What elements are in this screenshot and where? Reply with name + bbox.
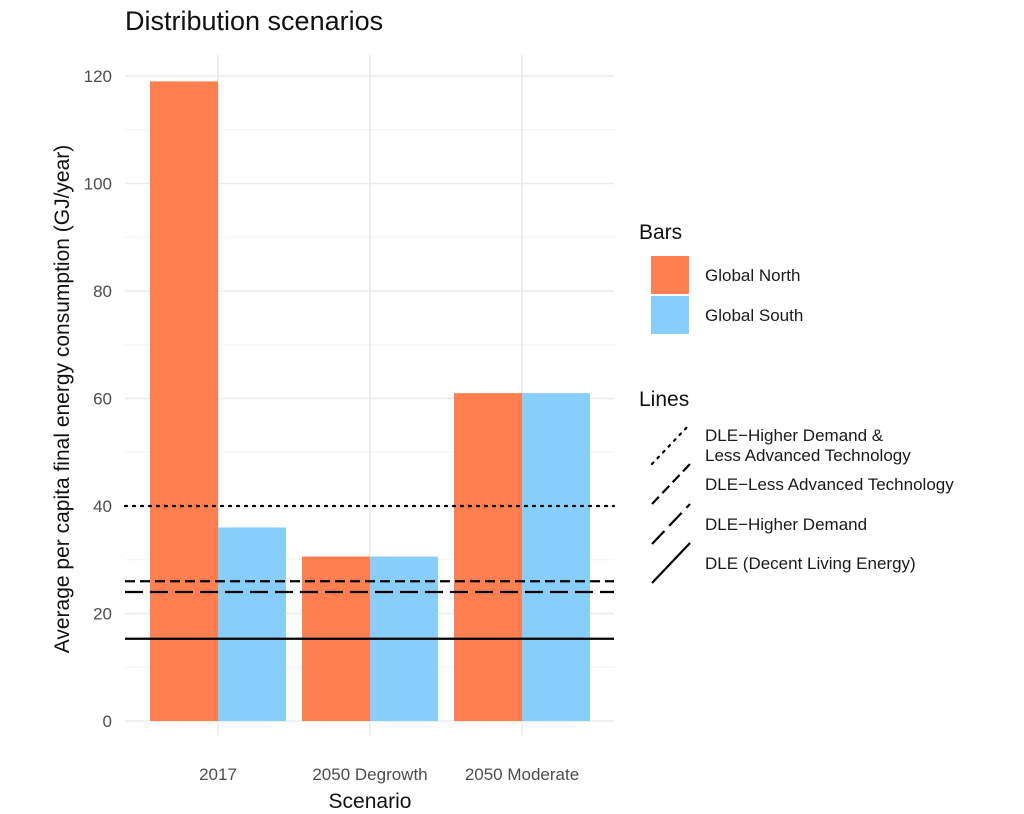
legend-key-dotted <box>650 422 692 466</box>
bar-global-north <box>454 393 522 721</box>
legend-key-solid <box>651 542 691 584</box>
y-tick-label: 100 <box>84 175 112 194</box>
y-tick-label: 120 <box>84 67 112 86</box>
legend-key-global-north <box>651 256 689 294</box>
legend-label: DLE (Decent Living Energy) <box>705 554 916 573</box>
chart-title: Distribution scenarios <box>125 6 383 36</box>
bar-global-north <box>150 81 218 721</box>
x-axis-title: Scenario <box>329 790 412 813</box>
legend-lines: Lines DLE−Higher Demand & Less Advanced T… <box>639 388 954 584</box>
legend-key-global-south <box>651 296 689 334</box>
y-axis-title: Average per capita final energy consumpt… <box>51 145 74 654</box>
x-tick-label: 2017 <box>199 765 237 784</box>
legend-key-longdash <box>651 503 691 545</box>
legend-label: DLE−Less Advanced Technology <box>705 475 954 494</box>
legend-label: DLE−Higher Demand & Less Advanced Technol… <box>705 426 911 465</box>
y-tick-label: 0 <box>103 712 112 731</box>
bar-global-south <box>522 393 590 721</box>
y-tick-label: 80 <box>93 282 112 301</box>
legend-label: Global North <box>705 266 800 285</box>
legend-bars: Bars Global North Global South <box>639 221 803 334</box>
x-tick-label: 2050 Degrowth <box>312 765 427 784</box>
bar-global-south <box>218 527 286 721</box>
y-tick-label: 60 <box>93 390 112 409</box>
legend-label: DLE−Higher Demand <box>705 515 867 534</box>
x-tick-label: 2050 Moderate <box>465 765 579 784</box>
reference-lines <box>123 504 616 640</box>
legend-lines-title: Lines <box>639 388 689 411</box>
y-axis-ticks: 0 20 40 60 80 100 120 <box>84 67 112 731</box>
y-tick-label: 40 <box>93 497 112 516</box>
legend-label: Global South <box>705 306 803 325</box>
x-axis-ticks: 2017 2050 Degrowth 2050 Moderate <box>199 765 579 784</box>
legend-key-dashed <box>651 463 691 505</box>
legend-bars-title: Bars <box>639 221 682 244</box>
y-tick-label: 20 <box>93 605 112 624</box>
